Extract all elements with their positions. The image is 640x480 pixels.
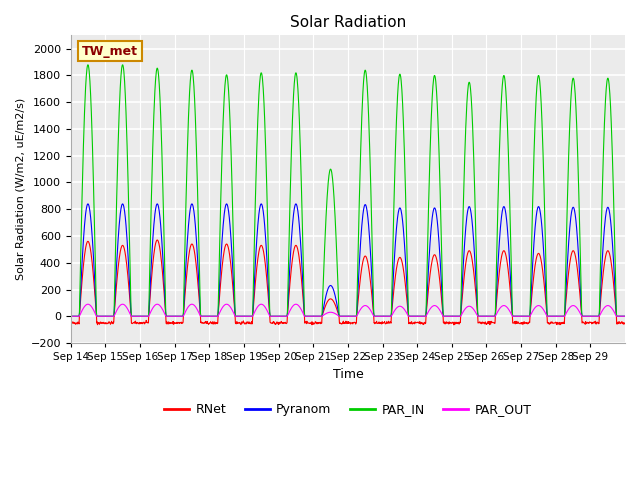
X-axis label: Time: Time [333,368,364,381]
Legend: RNet, Pyranom, PAR_IN, PAR_OUT: RNet, Pyranom, PAR_IN, PAR_OUT [159,398,537,421]
Title: Solar Radiation: Solar Radiation [290,15,406,30]
Text: TW_met: TW_met [82,45,138,58]
Y-axis label: Solar Radiation (W/m2, uE/m2/s): Solar Radiation (W/m2, uE/m2/s) [15,98,25,280]
